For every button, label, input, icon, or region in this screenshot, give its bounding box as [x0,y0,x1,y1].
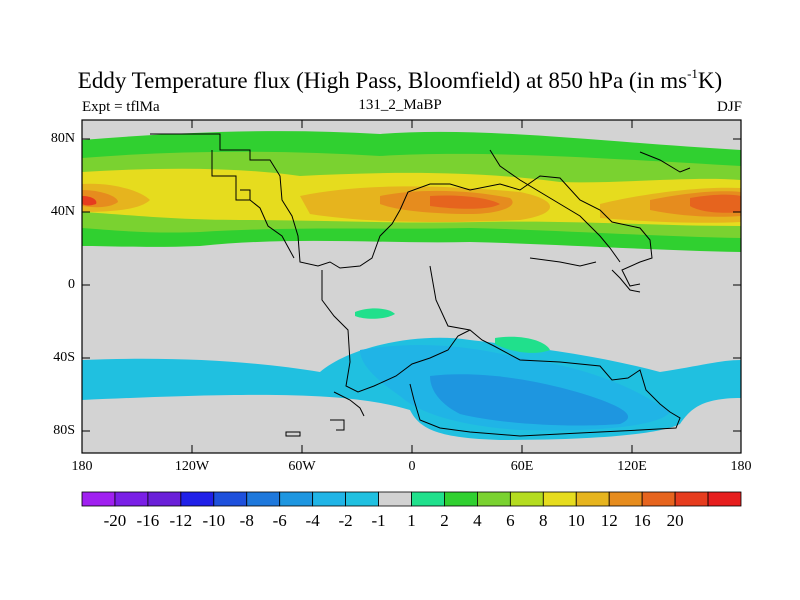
sh-green-patch-2 [495,336,550,353]
lon-label: 120W [174,459,210,474]
colorbar-label: -6 [272,511,287,530]
colorbar-box [674,491,709,507]
lon-label: 60W [288,459,316,474]
experiment-label: Expt = tflMa [82,99,160,115]
lon-label: 60E [510,459,534,474]
coastlines [150,133,691,437]
colorbar-label: 6 [506,511,515,530]
colorbar-box [608,491,643,507]
colorbar-label: 12 [600,511,618,530]
colorbar-box [575,491,610,507]
colorbar-label: -8 [239,511,254,530]
colorbar-label: 1 [407,511,416,530]
colorbar-box [476,491,511,507]
colorbar-label: 20 [666,511,684,530]
colorbar-box [279,491,314,507]
sh-green-patch-1 [355,308,395,319]
nh-core-3 [82,196,97,206]
colorbar-label: -10 [202,511,226,530]
lon-label: 0 [408,459,416,474]
colorbar-box [81,491,116,507]
lat-label: 40N [50,204,75,219]
colorbar-label: -20 [103,511,127,530]
season-label: DJF [716,99,742,115]
colorbar-box [213,491,248,507]
colorbar-box [411,491,445,507]
run-label: 131_2_MaBP [358,97,442,113]
colorbar-label: -4 [305,511,320,530]
lon-label: 120E [617,459,647,474]
lat-label: 40S [53,350,75,365]
sh-blue-core [430,374,629,426]
colorbar-label: 2 [440,511,449,530]
colorbar-label: -2 [338,511,353,530]
lat-label: 80N [50,131,75,146]
colorbar-label: -1 [371,511,386,530]
colorbar-label: 10 [567,511,585,530]
colorbar-box [378,491,412,507]
lat-label: 0 [68,277,75,292]
colorbar-box [246,491,281,507]
lon-label: 180 [730,459,752,474]
colorbar-box [114,491,149,507]
colorbar-label: -12 [169,511,193,530]
colorbar-box [509,491,544,507]
nh-core-2 [430,194,741,213]
colorbar-label: 4 [473,511,482,530]
lat-label: 80S [53,423,75,438]
colorbar-label: 8 [539,511,548,530]
lon-label: 180 [71,459,93,474]
colorbar-box [345,491,379,507]
colorbar-box [641,491,676,507]
lat-ticks [82,138,741,432]
chart-title: Eddy Temperature flux (High Pass, Bloomf… [77,66,723,93]
lon-ticks [191,120,633,453]
colorbar-label: 16 [633,511,651,530]
colorbar-box [312,491,346,507]
colorbar-box [707,491,742,507]
colorbar-box [542,491,577,507]
nh-core-1 [82,190,741,217]
colorbar-box [444,491,478,507]
colorbar-box [180,491,215,507]
colorbar-box [147,491,182,507]
colorbar [81,491,742,507]
colorbar-label: -16 [136,511,160,530]
